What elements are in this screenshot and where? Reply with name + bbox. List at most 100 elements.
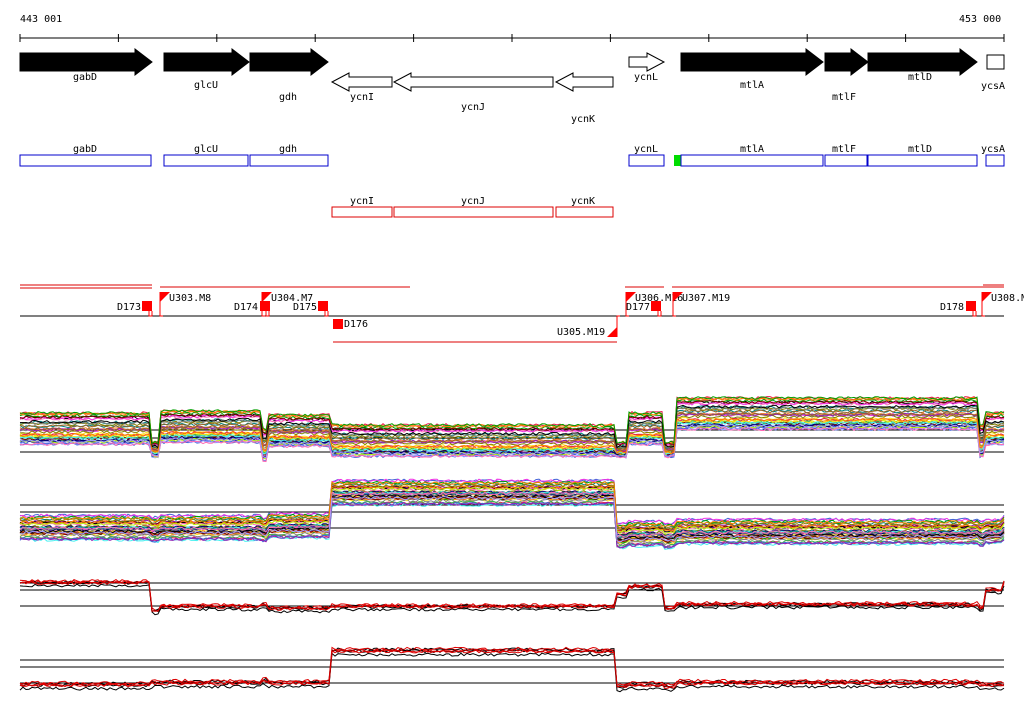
- ruler-start-label: 443 001: [20, 14, 62, 25]
- box-mtlD[interactable]: mtlD: [867, 144, 978, 167]
- gene-label: ycnJ: [461, 102, 485, 113]
- box-label: ycnI: [350, 196, 374, 207]
- gene-label: gdh: [279, 92, 297, 103]
- expression-profile-line: [19, 406, 1005, 449]
- highlight-marker: [674, 155, 681, 166]
- marker-label: D173: [117, 302, 141, 313]
- gene-mtlA[interactable]: mtlA: [680, 47, 824, 91]
- box-gdh[interactable]: gdh: [249, 144, 329, 167]
- box-label: mtlA: [740, 144, 764, 155]
- expression-panel-forward-many: [19, 396, 1005, 463]
- expression-profile-line: [19, 417, 1005, 455]
- gene-label: gabD: [73, 72, 97, 83]
- expression-panel-forward-few: [19, 578, 1005, 616]
- gene-glcU[interactable]: glcU: [163, 47, 250, 91]
- expression-profile-line: [19, 396, 1005, 445]
- expression-profile-line: [19, 400, 1005, 447]
- gene-label: ycnK: [571, 114, 595, 125]
- box-glcU[interactable]: glcU: [163, 144, 249, 167]
- gene-label: mtlD: [908, 72, 932, 83]
- marker-U304[interactable]: U304.M7: [261, 292, 313, 317]
- gene-gabD[interactable]: gabD: [19, 47, 153, 83]
- gene-label: mtlA: [740, 80, 764, 91]
- box-label: glcU: [194, 144, 218, 155]
- marker-D174[interactable]: D174: [234, 301, 270, 317]
- box-mtlF[interactable]: mtlF: [824, 144, 868, 167]
- gene-label: glcU: [194, 80, 218, 91]
- expression-panel-reverse-many: [19, 478, 1005, 550]
- box-mtlA[interactable]: mtlA: [674, 144, 824, 167]
- gene-ycsA[interactable]: ycsA: [981, 54, 1005, 92]
- box-label: mtlF: [832, 144, 856, 155]
- box-ycnI[interactable]: ycnI: [331, 196, 393, 218]
- reverse-box-track: ycnI ycnJ ycnK: [331, 196, 614, 218]
- gene-label: ycnI: [350, 92, 374, 103]
- expression-panel-reverse-few: [19, 646, 1005, 693]
- marker-U303[interactable]: U303.M8: [159, 292, 211, 317]
- marker-label: D176: [344, 319, 368, 330]
- marker-U308[interactable]: U308.M: [981, 292, 1024, 317]
- expression-profile-line: [19, 409, 1005, 450]
- box-gabD[interactable]: gabD: [19, 144, 152, 167]
- marker-label: D178: [940, 302, 964, 313]
- box-ycsA[interactable]: ycsA: [981, 144, 1005, 167]
- box-ycnL[interactable]: ycnL: [628, 144, 665, 167]
- gene-arrow-track: gabD glcU gdh ycnI ycnJ ycnK ycnL mtlA: [19, 47, 1005, 125]
- gene-mtlF[interactable]: mtlF: [824, 47, 869, 103]
- expression-profile-line: [19, 424, 1005, 459]
- expression-profile-line: [19, 485, 1005, 532]
- marker-label: U304.M7: [271, 293, 313, 304]
- marker-label: D175: [293, 302, 317, 313]
- marker-U305[interactable]: U305.M19: [557, 315, 620, 338]
- box-label: ycnL: [634, 144, 658, 155]
- coordinate-ruler: 443 001 453 000: [19, 14, 1005, 42]
- marker-D173[interactable]: D173: [117, 301, 153, 317]
- marker-label: U305.M19: [557, 327, 605, 338]
- marker-D177[interactable]: D177: [626, 301, 662, 317]
- forward-box-track: gabD glcU gdh ycnL mtlA mtlF mtlD: [19, 144, 1005, 167]
- expression-profile-line: [19, 481, 1005, 529]
- expression-profile-line: [19, 491, 1005, 539]
- expression-profile-line: [19, 486, 1005, 534]
- expression-profile-line: [19, 494, 1005, 541]
- marker-label: D174: [234, 302, 258, 313]
- box-label: ycnK: [571, 196, 595, 207]
- box-label: ycsA: [981, 144, 1005, 155]
- expression-profile-line: [19, 401, 1005, 447]
- expression-profile-line: [19, 420, 1005, 456]
- expression-profile-line: [19, 414, 1005, 453]
- expression-profile-line: [19, 409, 1005, 450]
- expression-profile-line: [19, 412, 1005, 452]
- marker-D178[interactable]: D178: [940, 301, 977, 317]
- marker-U307[interactable]: U307.M19: [672, 292, 730, 317]
- gene-ycnK[interactable]: ycnK: [554, 72, 614, 125]
- marker-D176[interactable]: D176: [333, 319, 368, 330]
- marker-D175[interactable]: D175: [293, 301, 329, 317]
- box-label: gabD: [73, 144, 97, 155]
- expression-profile-line: [19, 427, 1005, 463]
- box-label: gdh: [279, 144, 297, 155]
- box-label: mtlD: [908, 144, 932, 155]
- expression-profile-line: [19, 646, 1005, 686]
- expression-profile-line: [19, 583, 1005, 616]
- marker-label: U307.M19: [682, 293, 730, 304]
- box-ycnJ[interactable]: ycnJ: [393, 196, 554, 218]
- gene-label: ycnL: [634, 72, 658, 83]
- expression-profile-line: [19, 478, 1005, 526]
- gene-ycnJ[interactable]: ycnJ: [392, 72, 554, 113]
- marker-label: D177: [626, 302, 650, 313]
- expression-profile-line: [19, 501, 1005, 549]
- box-ycnK[interactable]: ycnK: [555, 196, 614, 218]
- marker-label: U308.M: [991, 293, 1024, 304]
- gene-gdh[interactable]: gdh: [249, 47, 329, 103]
- gene-ycnI[interactable]: ycnI: [330, 72, 393, 103]
- expression-profile-line: [19, 482, 1005, 530]
- gene-mtlD[interactable]: mtlD: [867, 47, 978, 83]
- expression-profile-line: [19, 578, 1005, 611]
- gene-label: mtlF: [832, 92, 856, 103]
- marker-U306[interactable]: U306.M16: [625, 292, 683, 317]
- expression-profile-line: [20, 404, 1005, 449]
- gene-label: ycsA: [981, 81, 1005, 92]
- gene-ycnL[interactable]: ycnL: [628, 52, 666, 83]
